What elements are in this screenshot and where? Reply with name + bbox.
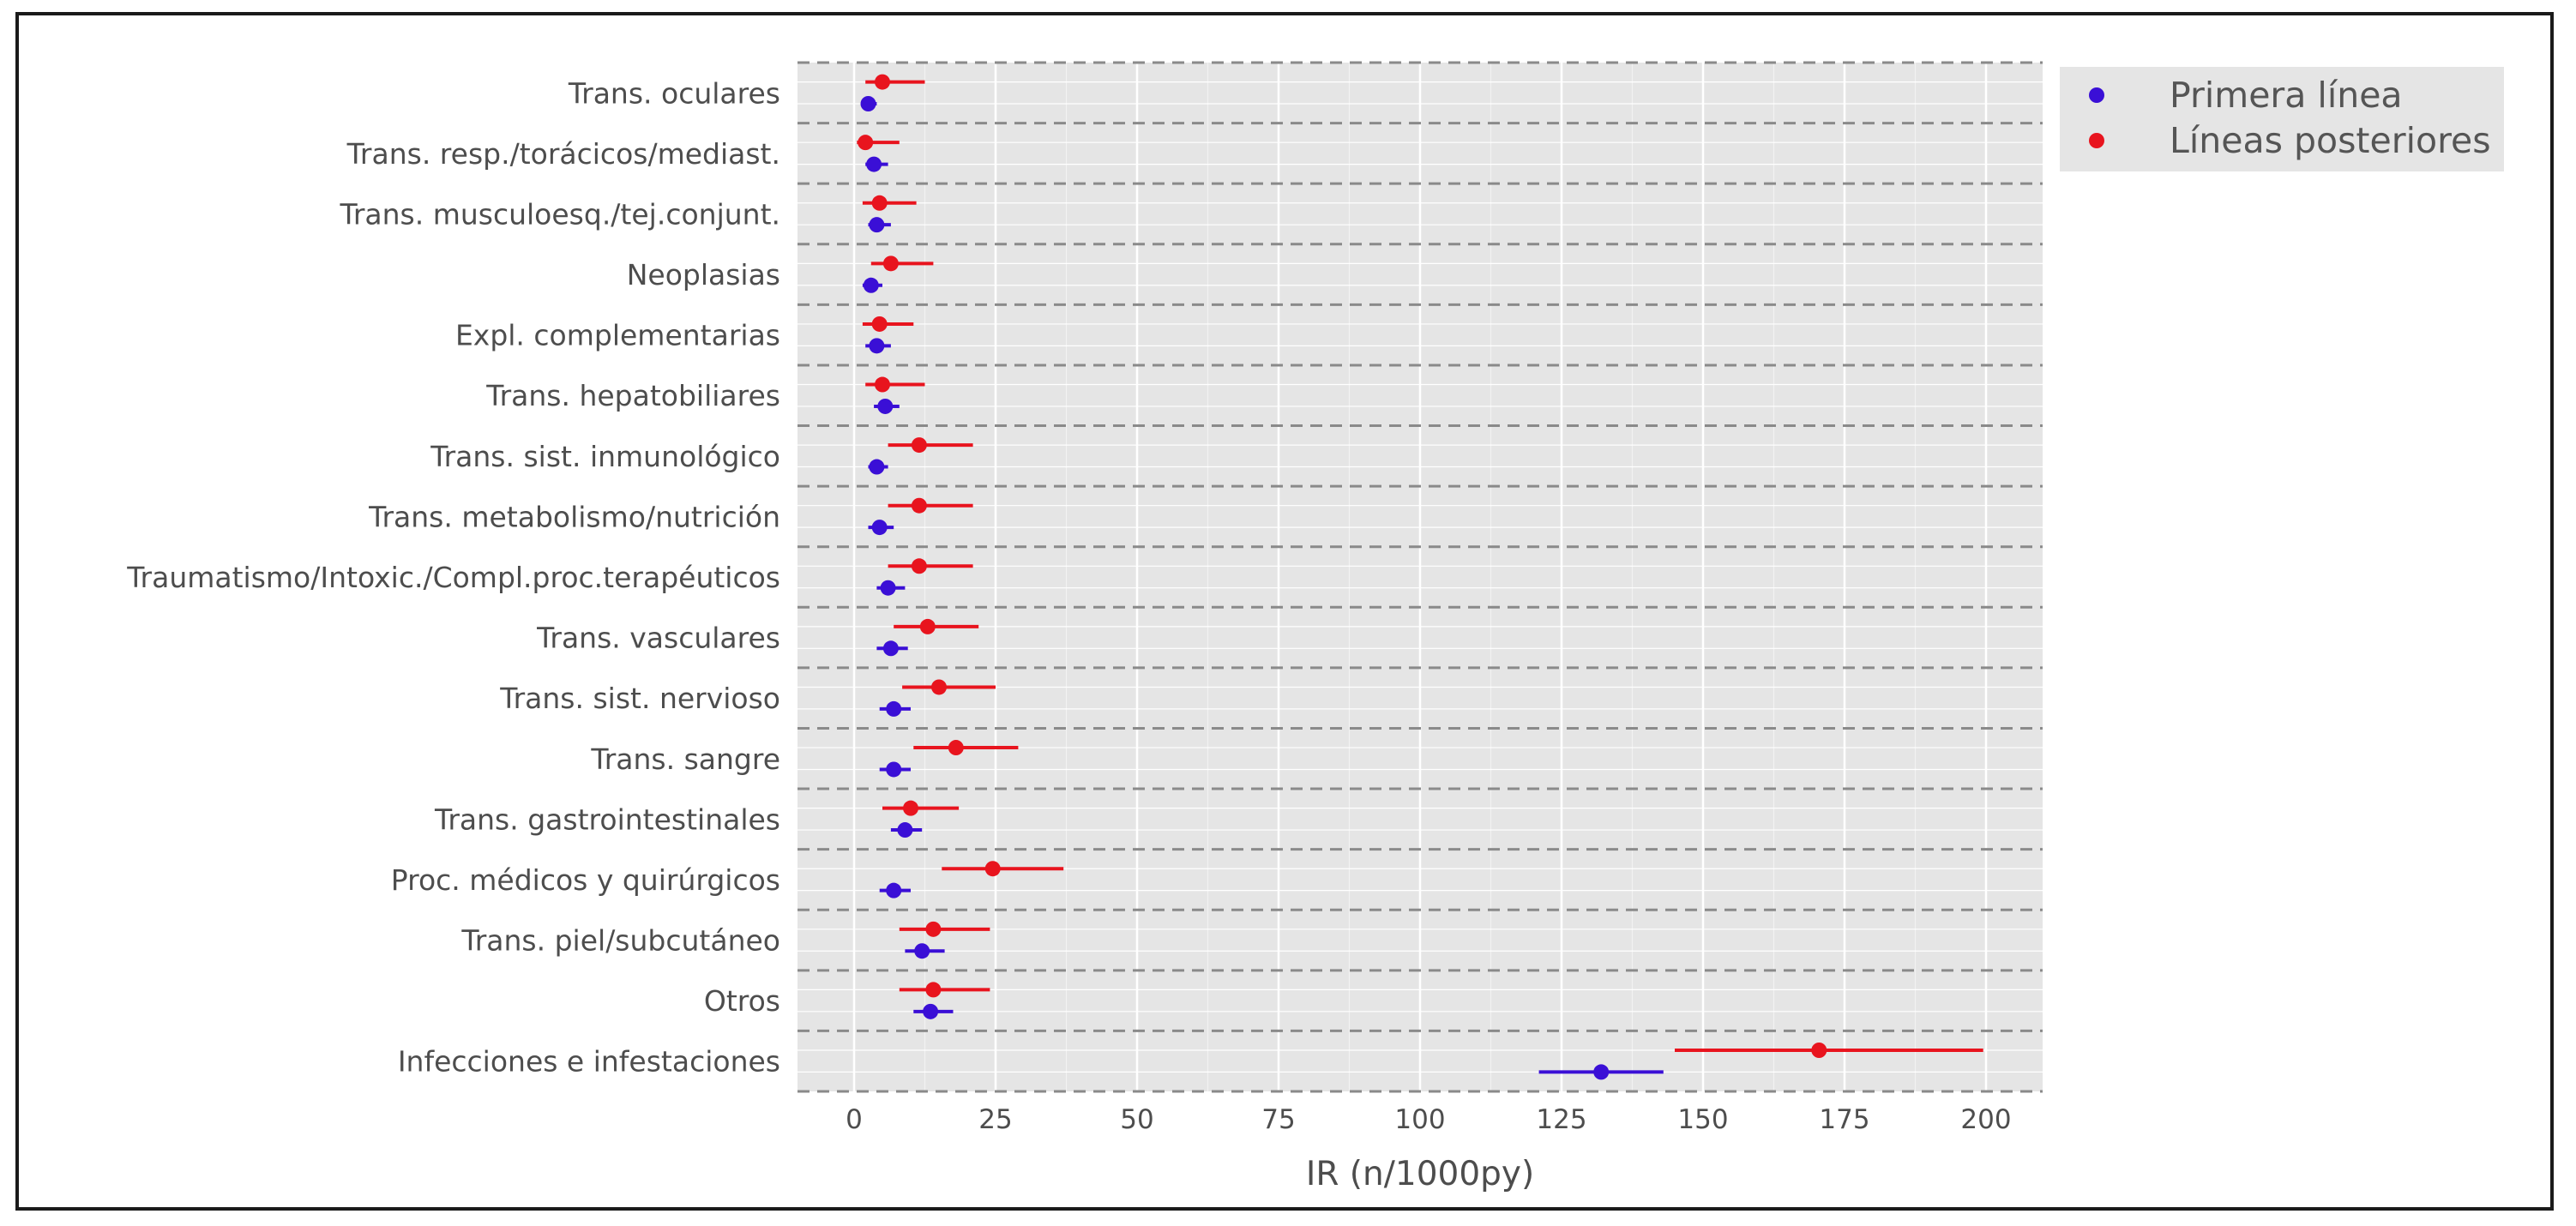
data-point bbox=[863, 277, 879, 293]
data-point bbox=[882, 640, 899, 657]
data-point bbox=[925, 982, 942, 998]
data-point bbox=[858, 135, 874, 151]
legend: Primera línea Líneas posteriores bbox=[2060, 67, 2504, 171]
data-point bbox=[911, 497, 927, 514]
data-point bbox=[869, 459, 885, 475]
x-tick-label: 175 bbox=[1819, 1104, 1869, 1135]
category-label: Trans. gastrointestinales bbox=[434, 802, 780, 836]
data-point bbox=[1593, 1064, 1610, 1080]
data-marks bbox=[857, 74, 1983, 1080]
data-point bbox=[871, 316, 888, 332]
category-label: Trans. hepatobiliares bbox=[485, 379, 780, 412]
x-tick-label: 150 bbox=[1677, 1104, 1728, 1135]
data-point bbox=[948, 740, 964, 756]
data-point bbox=[875, 376, 890, 393]
category-label: Trans. oculares bbox=[568, 76, 780, 110]
x-tick-label: 50 bbox=[1120, 1104, 1153, 1135]
legend-box bbox=[2060, 67, 2504, 171]
row-separators bbox=[797, 61, 2043, 1093]
data-point bbox=[886, 761, 902, 778]
legend-label-primera: Primera línea bbox=[2170, 75, 2403, 116]
data-point bbox=[869, 217, 885, 233]
data-point bbox=[911, 437, 927, 454]
x-tick-labels: 0 25 50 75 100 125 150 175 200 bbox=[846, 1104, 2011, 1135]
category-label: Traumatismo/Intoxic./Compl.proc.terapéut… bbox=[126, 561, 780, 594]
data-point bbox=[903, 800, 918, 816]
data-point bbox=[886, 882, 902, 898]
data-point bbox=[984, 861, 1001, 877]
data-point bbox=[925, 921, 942, 937]
data-point bbox=[923, 1003, 939, 1019]
category-label: Trans. musculoesq./tej.conjunt. bbox=[340, 197, 780, 231]
x-tick-label: 200 bbox=[1960, 1104, 2011, 1135]
data-point bbox=[860, 96, 876, 111]
data-point bbox=[877, 398, 894, 414]
data-point bbox=[897, 822, 913, 838]
data-point bbox=[875, 74, 890, 90]
data-point bbox=[911, 558, 927, 574]
x-axis-title: IR (n/1000py) bbox=[1306, 1155, 1534, 1193]
data-point bbox=[871, 195, 888, 211]
category-label: Otros bbox=[704, 984, 780, 1018]
x-tick-label: 100 bbox=[1394, 1104, 1445, 1135]
x-tick-label: 25 bbox=[978, 1104, 1012, 1135]
data-point bbox=[919, 618, 936, 634]
category-label: Proc. médicos y quirúrgicos bbox=[391, 863, 780, 897]
category-label: Trans. vasculares bbox=[536, 622, 780, 655]
category-label: Trans. metabolismo/nutrición bbox=[368, 500, 780, 533]
data-point bbox=[882, 255, 899, 272]
category-label: Trans. sist. nervioso bbox=[499, 682, 780, 715]
legend-marker-primera bbox=[2089, 87, 2104, 103]
data-point bbox=[931, 679, 947, 695]
category-label: Trans. resp./torácicos/mediast. bbox=[346, 137, 780, 171]
data-point bbox=[869, 338, 885, 354]
data-point bbox=[886, 700, 902, 717]
category-label: Neoplasias bbox=[627, 258, 780, 291]
category-labels: Trans. oculares Trans. resp./torácicos/me… bbox=[126, 76, 780, 1078]
category-label: Trans. sist. inmunológico bbox=[430, 440, 780, 473]
legend-marker-posteriores bbox=[2089, 133, 2104, 148]
data-point bbox=[914, 943, 930, 959]
category-label: Infecciones e infestaciones bbox=[398, 1045, 780, 1079]
category-label: Expl. complementarias bbox=[455, 319, 780, 352]
x-tick-label: 125 bbox=[1536, 1104, 1586, 1135]
data-point bbox=[871, 520, 888, 536]
x-tick-label: 75 bbox=[1261, 1104, 1295, 1135]
data-point bbox=[880, 580, 896, 596]
data-point bbox=[866, 156, 882, 172]
data-point bbox=[1811, 1043, 1827, 1058]
x-tick-label: 0 bbox=[846, 1104, 863, 1135]
category-label: Trans. piel/subcutáneo bbox=[460, 924, 780, 958]
category-label: Trans. sangre bbox=[590, 742, 780, 776]
grid-lines bbox=[797, 63, 2043, 1091]
legend-label-posteriores: Líneas posteriores bbox=[2170, 120, 2491, 161]
